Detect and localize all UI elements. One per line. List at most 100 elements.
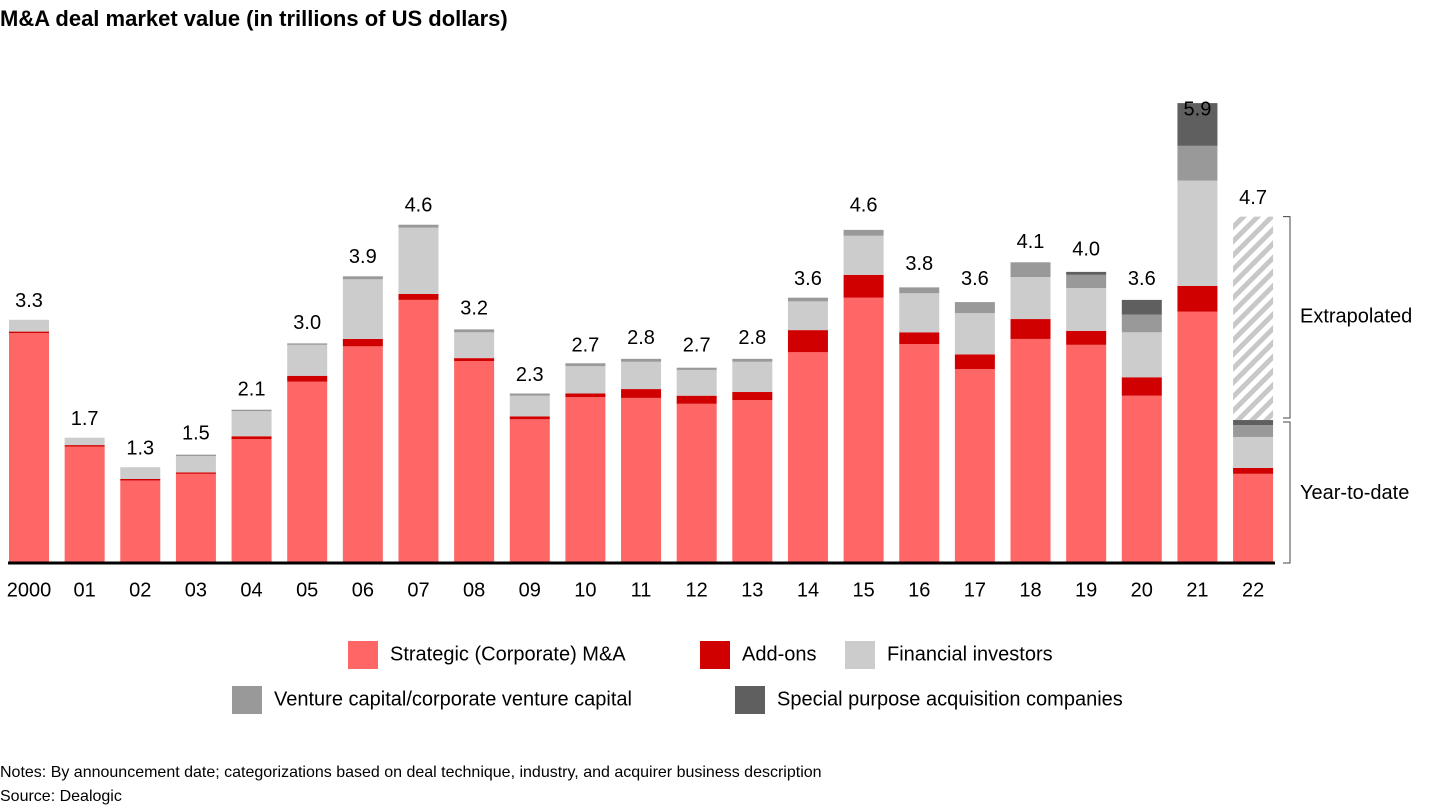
bar-segment xyxy=(1177,145,1218,181)
bar-segment xyxy=(398,299,439,563)
bar-segment xyxy=(1233,425,1274,437)
bar-segment xyxy=(565,393,606,398)
bar-segment xyxy=(621,389,662,398)
bar-segment xyxy=(899,332,940,345)
bar-segment xyxy=(509,416,550,420)
bar-segment xyxy=(342,276,383,280)
total-label: 5.9 xyxy=(1184,98,1212,120)
bracket xyxy=(1283,421,1291,564)
bar-segment xyxy=(899,287,940,294)
total-label: 2.8 xyxy=(627,327,655,349)
bar-segment xyxy=(1010,319,1051,339)
bar-segment xyxy=(398,227,439,294)
bar-segment xyxy=(120,480,161,563)
x-tick-label: 19 xyxy=(1075,579,1097,601)
bar-segment xyxy=(287,344,328,376)
bar-segment xyxy=(676,367,717,370)
x-tick-label: 09 xyxy=(519,579,541,601)
legend-label: Add-ons xyxy=(742,643,817,665)
bar-segment xyxy=(954,313,995,355)
bar-segment xyxy=(1233,467,1274,474)
total-label: 2.8 xyxy=(738,327,766,349)
x-tick-label: 18 xyxy=(1019,579,1041,601)
annotation: Extrapolated xyxy=(1300,306,1412,328)
annotation: Year-to-date xyxy=(1300,482,1409,504)
bar-segment xyxy=(565,363,606,367)
total-label: 3.6 xyxy=(794,268,822,290)
x-tick-label: 13 xyxy=(741,579,763,601)
bar-segment xyxy=(1066,274,1107,289)
bar-segment xyxy=(732,358,773,362)
x-tick-label: 16 xyxy=(908,579,930,601)
legend-label: Venture capital/corporate venture capita… xyxy=(274,688,632,710)
bar-segment xyxy=(1121,377,1162,396)
bar-segment xyxy=(231,436,272,440)
bar-segment xyxy=(899,344,940,563)
x-tick-label: 01 xyxy=(74,579,96,601)
bar-segment xyxy=(1177,285,1218,312)
bar-segment xyxy=(676,403,717,563)
x-tick-label: 12 xyxy=(686,579,708,601)
total-label: 3.0 xyxy=(293,312,321,334)
bar-segment xyxy=(509,395,550,417)
bar-segment xyxy=(342,279,383,339)
bar-segment xyxy=(454,329,495,333)
bar-segment xyxy=(342,346,383,563)
x-tick-label: 03 xyxy=(185,579,207,601)
bar-segment xyxy=(9,333,49,563)
total-label: 2.7 xyxy=(683,334,711,356)
bar-segment xyxy=(1066,344,1107,563)
total-label: 1.3 xyxy=(126,437,154,459)
bar-segment xyxy=(231,409,272,412)
total-label: 1.7 xyxy=(71,408,99,430)
bar-segment xyxy=(342,338,383,347)
bracket xyxy=(1283,216,1291,419)
total-label: 3.9 xyxy=(349,246,377,268)
extrapolated-segment xyxy=(1233,216,1274,421)
total-label: 2.3 xyxy=(516,364,544,386)
x-tick-label: 05 xyxy=(296,579,318,601)
bar-segment xyxy=(287,375,328,382)
note: Source: Dealogic xyxy=(0,788,122,805)
x-tick-label: 02 xyxy=(129,579,151,601)
bar-segment xyxy=(954,369,995,563)
legend-swatch xyxy=(232,686,262,714)
bar-segment xyxy=(621,358,662,362)
x-tick-label: 20 xyxy=(1131,579,1153,601)
legend-label: Financial investors xyxy=(887,643,1053,665)
bar-segment xyxy=(398,293,439,300)
bar-segment xyxy=(1121,299,1162,315)
bar-segment xyxy=(175,456,216,473)
bar-segment xyxy=(1066,288,1107,331)
bar-segment xyxy=(1233,473,1274,563)
x-tick-label: 08 xyxy=(463,579,485,601)
total-label: 4.0 xyxy=(1072,238,1100,260)
bar-segment xyxy=(1121,395,1162,563)
bar-segment xyxy=(732,392,773,401)
bar-segment xyxy=(287,343,328,345)
bar-segment xyxy=(843,235,884,275)
total-label: 4.1 xyxy=(1017,231,1045,253)
x-tick-label: 15 xyxy=(852,579,874,601)
x-tick-label: 06 xyxy=(352,579,374,601)
x-tick-label: 2000 xyxy=(7,579,52,601)
bar-segment xyxy=(1066,271,1107,275)
bar-segment xyxy=(1010,262,1051,278)
bar-segment xyxy=(9,319,49,332)
bar-segment xyxy=(64,445,105,447)
note: Notes: By announcement date; categorizat… xyxy=(0,764,822,781)
bar-segment xyxy=(231,439,272,563)
bar-segment xyxy=(621,397,662,563)
bar-segment xyxy=(787,301,828,331)
total-label: 4.6 xyxy=(405,194,433,216)
legend-label: Strategic (Corporate) M&A xyxy=(390,643,626,665)
bar-segment xyxy=(843,229,884,236)
bar-segment xyxy=(175,473,216,563)
total-label: 1.5 xyxy=(182,423,210,445)
bar-segment xyxy=(843,274,884,298)
bar-segment xyxy=(621,361,662,390)
bar-segment xyxy=(1010,338,1051,563)
bar-segment xyxy=(787,330,828,353)
legend-swatch xyxy=(348,641,378,669)
